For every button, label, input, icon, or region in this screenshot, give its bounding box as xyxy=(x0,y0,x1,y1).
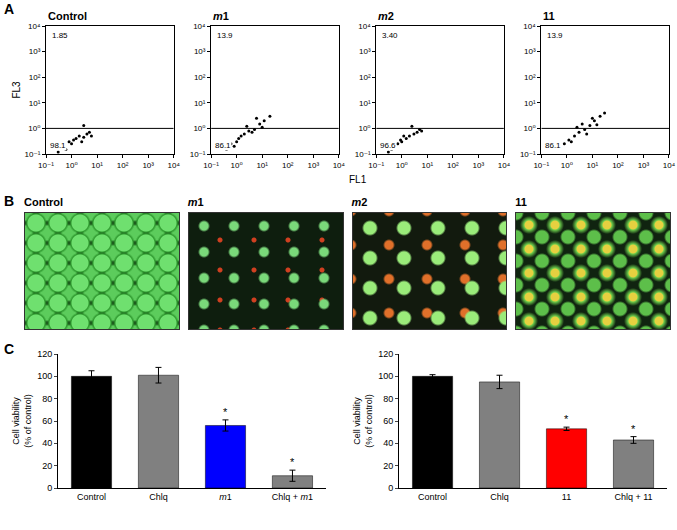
svg-text:10¹: 10¹ xyxy=(194,99,206,108)
svg-text:10⁰: 10⁰ xyxy=(231,161,243,170)
svg-text:13.9: 13.9 xyxy=(217,31,233,40)
svg-text:10²: 10² xyxy=(359,73,371,82)
svg-text:10⁻¹: 10⁻¹ xyxy=(368,161,384,170)
html-text:C: C xyxy=(4,341,15,357)
svg-text:Chlq + 11: Chlq + 11 xyxy=(614,492,652,502)
svg-text:10³: 10³ xyxy=(142,161,154,170)
svg-text:86.1: 86.1 xyxy=(545,141,561,150)
svg-text:60: 60 xyxy=(42,416,52,426)
svg-text:1.85: 1.85 xyxy=(52,31,68,40)
svg-text:13.9: 13.9 xyxy=(547,31,563,40)
html-text:11: 11 xyxy=(515,196,527,208)
svg-text:FL3: FL3 xyxy=(11,81,22,99)
svg-text:*: * xyxy=(223,406,228,418)
svg-text:10⁰: 10⁰ xyxy=(358,124,370,133)
svg-text:10⁰: 10⁰ xyxy=(396,161,408,170)
svg-text:10⁴: 10⁴ xyxy=(28,22,41,31)
svg-text:96.6: 96.6 xyxy=(380,141,396,150)
svg-text:*: * xyxy=(290,456,295,468)
svg-text:Chlq: Chlq xyxy=(490,492,509,502)
svg-text:10²: 10² xyxy=(194,73,206,82)
svg-text:10⁴: 10⁴ xyxy=(168,161,181,170)
svg-text:Cell viability(% of control): Cell viability(% of control) xyxy=(352,394,374,448)
svg-text:11: 11 xyxy=(562,492,571,502)
svg-text:m2: m2 xyxy=(378,10,394,22)
svg-text:Cell viability(% of control): Cell viability(% of control) xyxy=(11,394,33,448)
svg-text:10³: 10³ xyxy=(473,161,485,170)
svg-text:10⁻¹: 10⁻¹ xyxy=(203,161,219,170)
svg-text:10⁴: 10⁴ xyxy=(193,22,206,31)
svg-text:120: 120 xyxy=(37,349,52,359)
svg-text:98.1: 98.1 xyxy=(50,141,66,150)
svg-text:10³: 10³ xyxy=(29,47,41,56)
svg-text:Chlq + m1: Chlq + m1 xyxy=(272,492,313,502)
svg-text:10⁻¹: 10⁻¹ xyxy=(520,150,536,159)
svg-text:*: * xyxy=(631,423,636,435)
svg-text:10¹: 10¹ xyxy=(29,99,41,108)
svg-text:10³: 10³ xyxy=(524,47,536,56)
svg-text:10⁴: 10⁴ xyxy=(523,22,536,31)
svg-text:10⁰: 10⁰ xyxy=(193,124,205,133)
svg-text:100: 100 xyxy=(37,371,52,381)
svg-text:20: 20 xyxy=(383,461,393,471)
svg-text:0: 0 xyxy=(388,483,393,493)
svg-text:10¹: 10¹ xyxy=(587,161,599,170)
svg-text:10⁴: 10⁴ xyxy=(333,161,346,170)
svg-text:10¹: 10¹ xyxy=(524,99,536,108)
svg-text:60: 60 xyxy=(383,416,393,426)
svg-text:m1: m1 xyxy=(213,10,229,22)
svg-text:Chlq: Chlq xyxy=(149,492,168,502)
svg-text:10⁰: 10⁰ xyxy=(28,124,40,133)
svg-text:10⁴: 10⁴ xyxy=(663,161,676,170)
svg-text:10³: 10³ xyxy=(194,47,206,56)
svg-text:10⁴: 10⁴ xyxy=(498,161,511,170)
svg-text:40: 40 xyxy=(42,438,52,448)
svg-text:10³: 10³ xyxy=(307,161,319,170)
svg-text:Control: Control xyxy=(77,492,106,502)
svg-text:80: 80 xyxy=(42,394,52,404)
svg-text:10⁰: 10⁰ xyxy=(524,124,536,133)
svg-text:m1: m1 xyxy=(219,492,232,502)
svg-text:10²: 10² xyxy=(612,161,624,170)
svg-text:FL1: FL1 xyxy=(349,174,367,185)
html-text:m 2: m 2 xyxy=(351,196,368,208)
html-text:B: B xyxy=(4,193,15,209)
svg-text:120: 120 xyxy=(378,349,393,359)
svg-text:10¹: 10¹ xyxy=(91,161,103,170)
svg-text:10²: 10² xyxy=(117,161,129,170)
svg-text:86.1: 86.1 xyxy=(215,141,231,150)
svg-text:Control: Control xyxy=(48,10,87,22)
svg-text:10⁻¹: 10⁻¹ xyxy=(38,161,54,170)
svg-text:10³: 10³ xyxy=(638,161,650,170)
svg-text:10⁰: 10⁰ xyxy=(561,161,573,170)
svg-text:10³: 10³ xyxy=(359,47,371,56)
svg-text:Control: Control xyxy=(418,492,447,502)
svg-text:10¹: 10¹ xyxy=(359,99,371,108)
svg-text:0: 0 xyxy=(47,483,52,493)
svg-text:*: * xyxy=(564,413,569,425)
svg-text:10⁴: 10⁴ xyxy=(358,22,371,31)
svg-text:10¹: 10¹ xyxy=(256,161,268,170)
svg-text:10⁻¹: 10⁻¹ xyxy=(533,161,549,170)
svg-text:80: 80 xyxy=(383,394,393,404)
svg-text:10⁻¹: 10⁻¹ xyxy=(190,150,206,159)
svg-text:20: 20 xyxy=(42,461,52,471)
svg-text:100: 100 xyxy=(378,371,393,381)
svg-text:10²: 10² xyxy=(282,161,294,170)
svg-text:10²: 10² xyxy=(447,161,459,170)
svg-text:10²: 10² xyxy=(524,73,536,82)
svg-text:3.40: 3.40 xyxy=(382,31,398,40)
html-text:m 1: m 1 xyxy=(187,196,204,208)
svg-text:40: 40 xyxy=(383,438,393,448)
html-text:Control: Control xyxy=(24,196,64,208)
html-text:A: A xyxy=(4,1,15,17)
svg-text:11: 11 xyxy=(543,10,555,22)
svg-text:10²: 10² xyxy=(29,73,41,82)
svg-text:10¹: 10¹ xyxy=(421,161,433,170)
svg-text:10⁰: 10⁰ xyxy=(65,161,77,170)
svg-text:10⁻¹: 10⁻¹ xyxy=(25,150,41,159)
svg-text:10⁻¹: 10⁻¹ xyxy=(355,150,371,159)
